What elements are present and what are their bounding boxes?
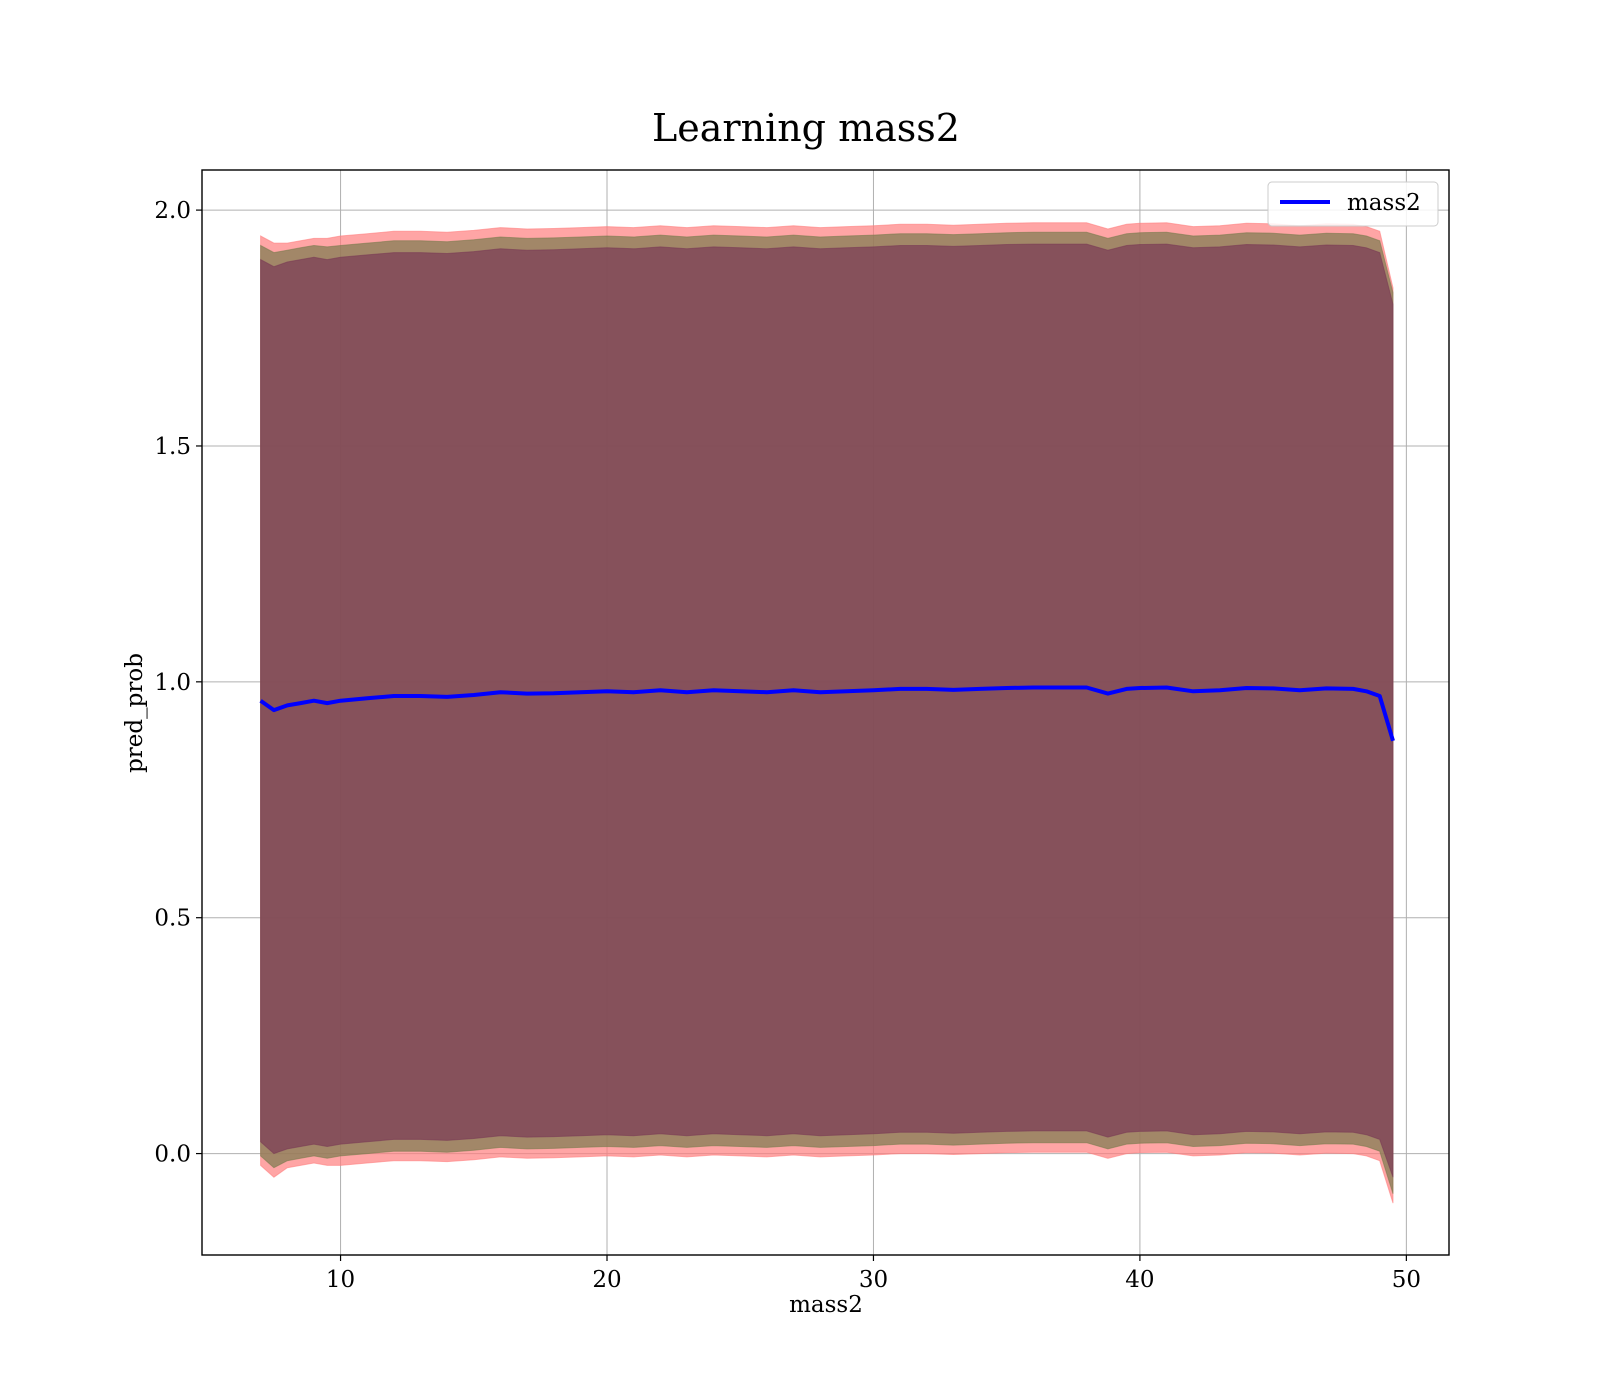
- confidence-band: [260, 243, 1394, 1178]
- x-axis-ticks: 10 20 30 40 50: [326, 1255, 1421, 1293]
- x-tick-label: 30: [859, 1267, 888, 1293]
- x-tick-label: 20: [592, 1267, 621, 1293]
- legend-box: [1267, 181, 1439, 227]
- x-tick-label: 40: [1125, 1267, 1154, 1293]
- plot-frame: [201, 169, 1450, 1256]
- x-tick-label: 10: [326, 1267, 355, 1293]
- x-tick-label: 50: [1392, 1267, 1421, 1293]
- y-axis-ticks: 0.0 0.5 1.0 1.5 2.0: [154, 198, 202, 1168]
- y-tick-label: 1.0: [154, 670, 191, 696]
- y-tick-label: 0.5: [154, 906, 191, 932]
- y-axis-label: pred_prob: [122, 653, 148, 773]
- x-axis-label: mass2: [789, 1292, 863, 1318]
- y-tick-label: 1.5: [154, 434, 191, 460]
- series-line-mass2: [259, 685, 1395, 742]
- chart-title: Learning mass2: [652, 106, 960, 150]
- legend: mass2: [1267, 181, 1439, 227]
- legend-label: mass2: [1347, 190, 1421, 216]
- y-tick-label: 2.0: [154, 198, 191, 224]
- y-tick-label: 0.0: [154, 1142, 191, 1168]
- series-lines: [259, 685, 1395, 742]
- confidence-bands: [260, 222, 1394, 1204]
